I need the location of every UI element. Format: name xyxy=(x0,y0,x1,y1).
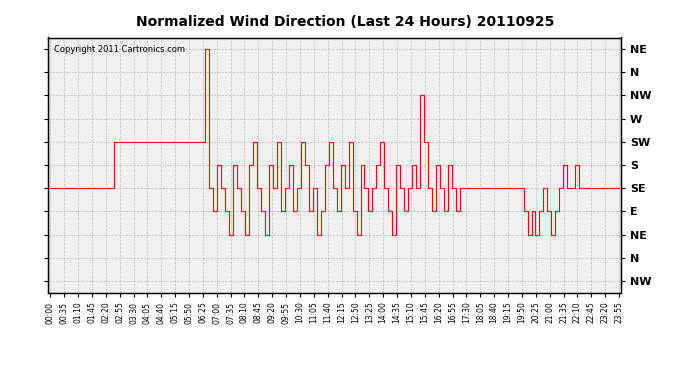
Text: Normalized Wind Direction (Last 24 Hours) 20110925: Normalized Wind Direction (Last 24 Hours… xyxy=(136,15,554,29)
Text: Copyright 2011 Cartronics.com: Copyright 2011 Cartronics.com xyxy=(54,45,185,54)
